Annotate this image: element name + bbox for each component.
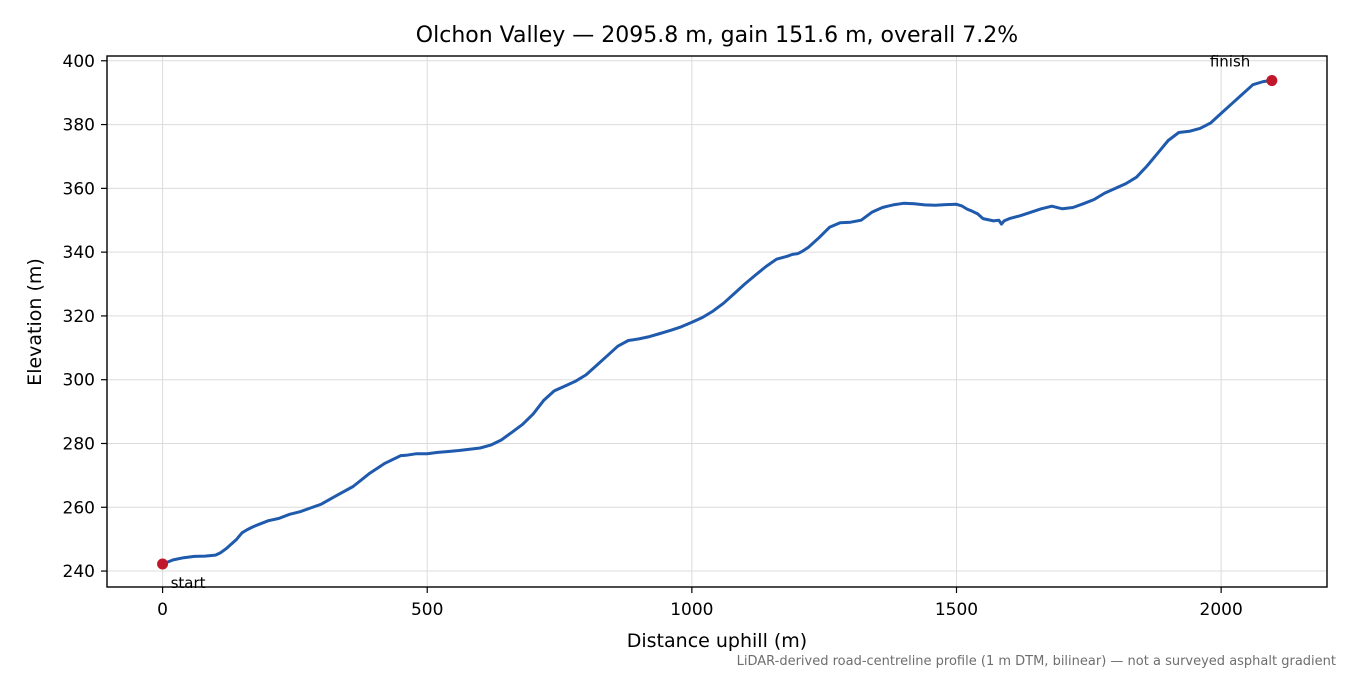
start-marker bbox=[157, 558, 169, 570]
y-tick-label: 300 bbox=[63, 371, 95, 391]
series-layer bbox=[157, 75, 1278, 570]
y-axis-label: Elevation (m) bbox=[24, 258, 46, 386]
x-axis-label: Distance uphill (m) bbox=[627, 630, 807, 652]
chart-title: Olchon Valley — 2095.8 m, gain 151.6 m, … bbox=[416, 23, 1018, 48]
y-tick-label: 380 bbox=[63, 116, 95, 136]
elevation-line bbox=[161, 79, 1274, 566]
plot-frame bbox=[106, 55, 1328, 588]
y-tick-label: 360 bbox=[63, 179, 95, 199]
grid-layer bbox=[107, 56, 1327, 587]
y-tick-label: 400 bbox=[63, 52, 95, 72]
y-tick-label: 340 bbox=[63, 243, 95, 263]
x-tick-label: 500 bbox=[411, 600, 443, 620]
finish-label: finish bbox=[1210, 53, 1250, 71]
x-tick-label: 2000 bbox=[1200, 600, 1243, 620]
x-tick-label: 1500 bbox=[935, 600, 978, 620]
y-tick-label: 260 bbox=[63, 498, 95, 518]
y-tick-label: 320 bbox=[63, 307, 95, 327]
start-label: start bbox=[171, 574, 206, 592]
footnote: LiDAR-derived road-centreline profile (1… bbox=[737, 654, 1336, 669]
finish-marker bbox=[1266, 75, 1278, 87]
x-tick-label: 1000 bbox=[670, 600, 713, 620]
y-tick-label: 240 bbox=[63, 562, 95, 582]
x-tick-label: 0 bbox=[157, 600, 168, 620]
tick-layer: 0 500 1000 1500 2000 240 260 280 300 320 340 360 380… bbox=[63, 52, 1243, 620]
y-tick-label: 280 bbox=[63, 434, 95, 454]
